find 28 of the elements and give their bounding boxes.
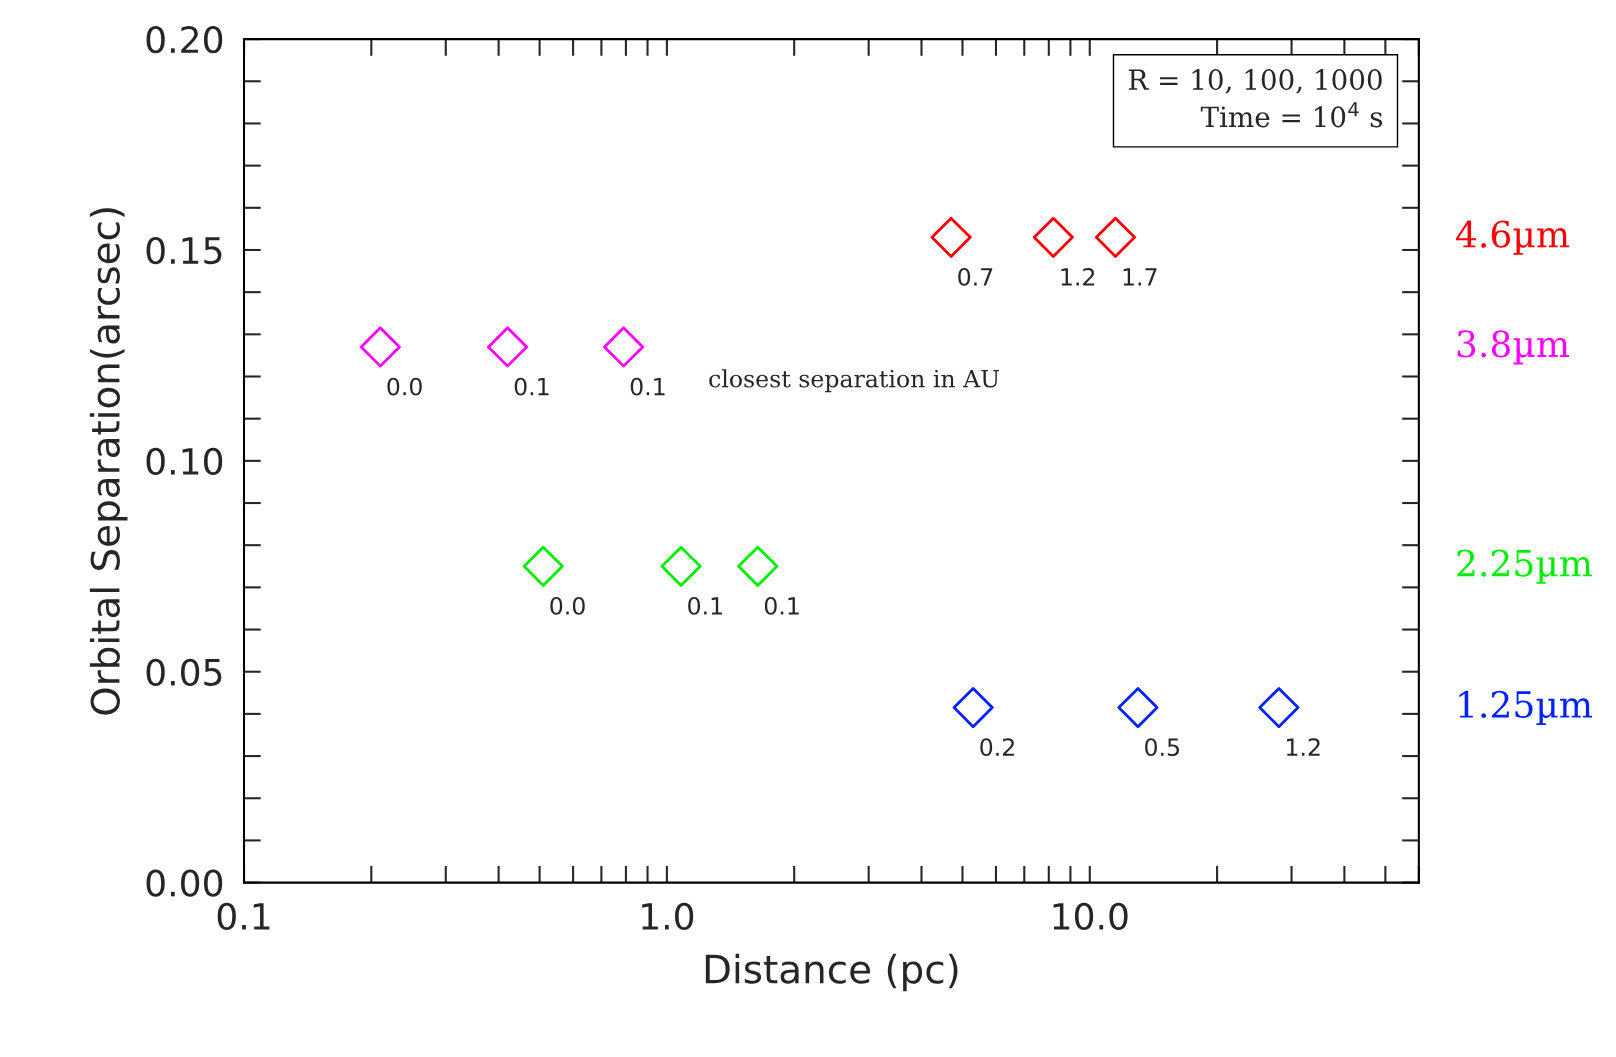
text: 1.25µm bbox=[1459, 690, 1593, 726]
annotation: 1.2 bbox=[1287, 738, 1320, 756]
annotation: 0.1 bbox=[630, 377, 665, 396]
y-axis-title: Orbital Separation(arcsec) bbox=[89, 208, 128, 715]
annotation: 0.0 bbox=[387, 377, 422, 396]
annotation: R = 10, 100, 1000 Time = 10$^{4}$ s bbox=[1128, 69, 1383, 128]
annotation: 1.2 bbox=[1061, 267, 1095, 286]
y-tick-label: 0.20 bbox=[146, 26, 223, 54]
text: 4.6µm bbox=[1456, 220, 1570, 255]
text: 2.25µm bbox=[1457, 549, 1593, 584]
annotation: 0.2 bbox=[980, 738, 1014, 757]
annotation: 0.1 bbox=[514, 377, 549, 396]
x-tick-label: 1.0 bbox=[642, 902, 694, 930]
annotation: 0.1 bbox=[688, 596, 722, 615]
annotation: 0.5 bbox=[1145, 738, 1180, 757]
annotation: closest separation in AU bbox=[709, 369, 1000, 393]
y-tick-label: 0.10 bbox=[146, 447, 223, 476]
annotation: 0.7 bbox=[958, 267, 993, 286]
y-tick-label: 0.05 bbox=[146, 658, 222, 686]
x-tick-label: 10.0 bbox=[1053, 902, 1128, 930]
y-tick-label: 0.15 bbox=[146, 236, 222, 265]
annotation: 0.0 bbox=[550, 596, 585, 615]
annotation: 1.7 bbox=[1123, 268, 1157, 286]
x-tick-label: 0.1 bbox=[217, 902, 270, 930]
x-axis-title: Distance (pc) bbox=[705, 953, 958, 992]
annotation: 0.1 bbox=[764, 596, 799, 615]
text: 3.8µm bbox=[1457, 330, 1570, 365]
y-tick-label: 0.00 bbox=[146, 869, 223, 897]
